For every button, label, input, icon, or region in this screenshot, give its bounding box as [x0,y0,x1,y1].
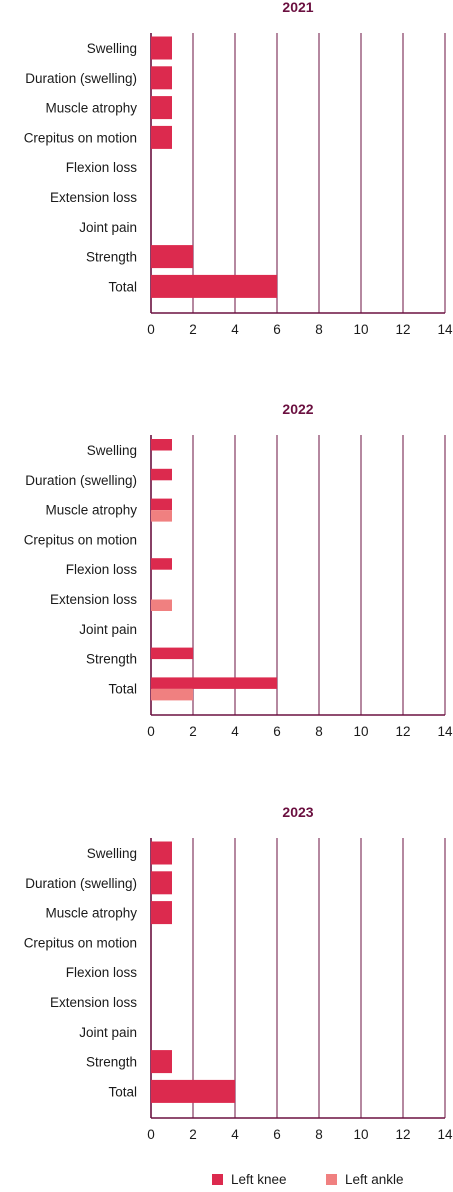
x-tick-label: 4 [231,1127,239,1142]
x-tick-label: 0 [147,322,155,337]
category-label: Duration (swelling) [25,71,137,86]
legend-swatch-ankle [326,1174,337,1185]
category-label: Joint pain [79,622,137,637]
x-tick-label: 6 [273,322,281,337]
bar-left-ankle [151,688,193,701]
category-label: Extension loss [50,592,137,607]
category-label: Total [108,1084,137,1099]
chart-panel-2022: 2022 0 2 4 6 8 10 12 14 Swelling Duration (swellin… [24,401,453,739]
x-tick-label: 2 [189,724,197,739]
x-tick-label: 0 [147,1127,155,1142]
bar-left-knee [151,498,172,511]
category-label: Flexion loss [66,562,138,577]
category-label: Swelling [87,846,137,861]
category-label: Duration (swelling) [25,473,137,488]
x-tick-label: 10 [353,724,368,739]
category-label: Strength [86,250,137,265]
category-label: Crepitus on motion [24,935,137,950]
x-tick-label: 6 [273,1127,281,1142]
bar-left-knee [151,245,193,269]
x-tick-label: 10 [353,322,368,337]
bar-left-knee [151,677,277,689]
x-tick-label: 14 [437,724,453,739]
category-label: Duration (swelling) [25,876,137,891]
category-label: Joint pain [79,220,137,235]
bar-left-knee [151,1079,235,1103]
bar-left-knee [151,468,172,481]
category-label: Flexion loss [66,965,138,980]
bar-left-knee [151,841,172,865]
x-tick-label: 12 [395,322,410,337]
x-tick-label: 14 [437,1127,453,1142]
category-label: Muscle atrophy [45,101,137,116]
bar-left-knee [151,647,193,660]
category-label: Muscle atrophy [45,503,137,518]
x-tick-label: 2 [189,322,197,337]
x-tick-label: 0 [147,724,155,739]
bar-left-knee [151,1050,172,1074]
bar-left-ankle [151,599,172,611]
category-label: Crepitus on motion [24,130,137,145]
x-tick-label: 2 [189,1127,197,1142]
chart-title: 2022 [282,401,313,417]
bar-left-knee [151,36,172,60]
legend-label-knee: Left knee [231,1172,287,1187]
x-tick-label: 8 [315,322,323,337]
legend-label-ankle: Left ankle [345,1172,404,1187]
category-label: Flexion loss [66,160,138,175]
category-label: Joint pain [79,1025,137,1040]
x-tick-label: 4 [231,322,239,337]
bar-left-knee [151,274,277,298]
category-label: Total [108,681,137,696]
bar-left-knee [151,901,172,925]
x-tick-label: 12 [395,1127,410,1142]
category-label: Crepitus on motion [24,532,137,547]
chart-title: 2021 [282,0,313,15]
bar-left-knee [151,439,172,451]
bar-left-knee [151,125,172,149]
category-label: Swelling [87,443,137,458]
x-tick-label: 12 [395,724,410,739]
category-label: Strength [86,652,137,667]
category-label: Extension loss [50,995,137,1010]
chart-panel-2021: 2021 0 2 4 6 8 10 12 14 Swelling Duration (swellin… [24,0,453,337]
chart-title: 2023 [282,804,313,820]
legend: Left knee Left ankle [0,1172,453,1192]
bar-left-knee [151,871,172,895]
x-tick-label: 8 [315,724,323,739]
x-tick-label: 4 [231,724,239,739]
x-tick-label: 8 [315,1127,323,1142]
bar-left-knee [151,558,172,570]
bar-left-ankle [151,510,172,522]
bar-left-knee [151,66,172,90]
bar-left-knee [151,96,172,120]
x-tick-label: 10 [353,1127,368,1142]
category-label: Strength [86,1055,137,1070]
category-label: Total [108,279,137,294]
chart-panel-2023: 2023 0 2 4 6 8 10 12 14 Swelling Duration (swellin… [24,804,453,1142]
x-tick-label: 14 [437,322,453,337]
category-label: Muscle atrophy [45,906,137,921]
legend-swatch-knee [212,1174,223,1185]
category-label: Extension loss [50,190,137,205]
category-label: Swelling [87,41,137,56]
x-tick-label: 6 [273,724,281,739]
legend-item-ankle: Left ankle [326,1172,404,1187]
legend-item-knee: Left knee [212,1172,287,1187]
